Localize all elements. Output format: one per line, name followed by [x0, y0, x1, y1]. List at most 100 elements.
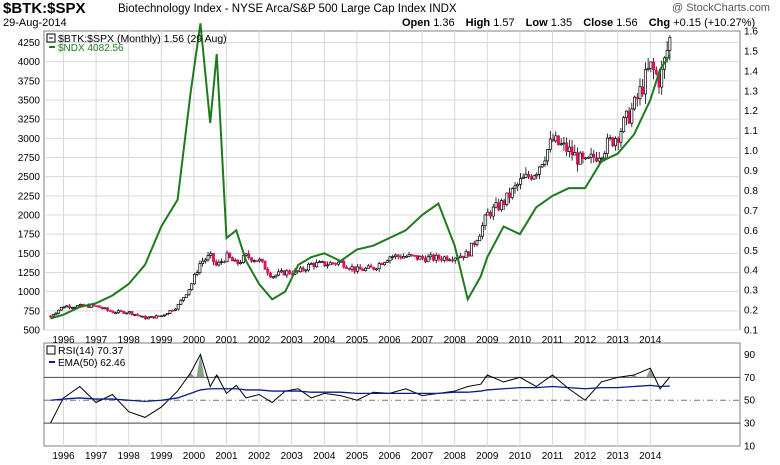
price-x-tick-label: 2003 [281, 335, 304, 346]
ratio-candle-body [489, 211, 493, 217]
low-value: 1.35 [550, 17, 573, 29]
open-label: Open [402, 17, 431, 29]
ratio-candle-body [529, 176, 533, 180]
ratio-candle-body [399, 256, 403, 259]
high-value: 1.57 [493, 17, 515, 29]
ratio-candle-body [59, 306, 63, 311]
ratio-candle-body [65, 305, 69, 308]
right-axis-tick-label: 1.0 [744, 146, 758, 157]
rsi-axis-tick-label: 10 [744, 442, 756, 453]
ratio-candle-body [263, 261, 267, 270]
ratio-candle-body [165, 313, 169, 316]
left-axis-tick-label: 3000 [18, 134, 41, 145]
rsi-x-tick-label: 2002 [248, 451, 271, 462]
ratio-candle-body [269, 272, 272, 278]
ratio-candle-body [141, 315, 145, 318]
ratio-candle-body [404, 255, 408, 258]
rsi-x-tick-label: 1998 [118, 451, 141, 462]
ratio-candle-body [627, 110, 631, 124]
ratio-candle-body [122, 310, 126, 314]
ratio-candle-body [228, 252, 232, 258]
ratio-candle-body [244, 253, 248, 256]
ratio-candle-body [622, 117, 626, 132]
ratio-legend-icon [46, 33, 56, 43]
ratio-candle-body [331, 262, 335, 265]
rsi-overbought-fill [646, 368, 655, 378]
ratio-candle-body [614, 138, 617, 147]
ratio-candle-body [429, 254, 433, 258]
price-x-tick-label: 2014 [639, 335, 662, 346]
ratio-candle-body [95, 305, 99, 308]
ohlc-readout: Open 1.36 High 1.57 Low 1.35 Close 1.56 … [402, 17, 755, 29]
ratio-candle-body [222, 261, 226, 263]
ratio-candle-body [144, 315, 147, 320]
ratio-candle-body [152, 316, 156, 319]
ratio-candle-body [315, 262, 319, 268]
ratio-candle-body [296, 270, 300, 273]
ratio-candle-body [459, 255, 463, 259]
ratio-candle-body [266, 269, 270, 274]
price-x-tick-label: 2013 [607, 335, 630, 346]
ratio-candle-body [516, 183, 520, 187]
rsi-series-line [50, 353, 671, 424]
left-axis-tick-label: 2000 [18, 211, 41, 222]
ratio-candle-body [394, 254, 397, 257]
legend-rsi-label: RSI(14) 70.37 [58, 345, 124, 357]
price-panel-frame [43, 30, 741, 331]
rsi-x-tick-label: 1996 [52, 451, 75, 462]
right-axis-tick-label: 0.1 [744, 326, 758, 337]
right-axis-tick-label: 1.4 [744, 66, 758, 77]
ratio-candle-body [203, 259, 207, 262]
brand-watermark: @ StockCharts.com [672, 2, 770, 14]
ratio-candle-body [510, 188, 514, 198]
right-axis-tick-label: 0.8 [744, 186, 758, 197]
chg-value: +0.15 (+10.27%) [673, 17, 756, 29]
ratio-candle-body [57, 309, 61, 314]
price-x-tick-label: 2007 [411, 335, 434, 346]
price-x-tick-label: 2008 [444, 335, 467, 346]
ratio-candle-body [652, 61, 656, 71]
ratio-candle-body [518, 178, 522, 185]
price-x-tick-label: 2005 [346, 335, 369, 346]
ratio-candle-body [540, 164, 544, 168]
ratio-candle-body [154, 315, 158, 319]
rsi-x-tick-label: 2001 [215, 451, 238, 462]
ratio-candle-body [554, 135, 558, 142]
ratio-candle-body [288, 270, 291, 274]
ratio-candle-body [499, 200, 503, 211]
ratio-candle-body [369, 265, 373, 268]
ratio-candle-body [68, 305, 71, 309]
ratio-candle-body [646, 67, 650, 70]
rsi-x-tick-label: 2005 [346, 451, 369, 462]
ratio-candle-body [654, 69, 658, 75]
rsi-x-tick-label: 2003 [281, 451, 304, 462]
ratio-candle-body [546, 149, 550, 162]
ratio-candle-body [480, 225, 484, 237]
ratio-candle-body [638, 86, 642, 99]
ratio-candle-body [62, 306, 66, 309]
ratio-candle-body [396, 254, 400, 257]
ratio-candle-body [402, 256, 406, 259]
close-value: 1.56 [616, 17, 638, 29]
rsi-x-tick-label: 2012 [574, 451, 597, 462]
ratio-candle-body [171, 309, 175, 312]
ratio-candle-body [49, 315, 52, 318]
ratio-candle-body [138, 315, 142, 317]
close-label: Close [583, 17, 614, 29]
left-axis-tick-label: 4000 [18, 57, 41, 68]
price-x-tick-label: 1999 [150, 335, 173, 346]
left-axis-tick-label: 1000 [18, 287, 41, 298]
ratio-candle-body [103, 307, 107, 310]
ratio-candle-body [317, 261, 321, 264]
ratio-candle-body [494, 202, 498, 208]
ratio-candle-body [277, 271, 281, 276]
rsi-x-tick-label: 1999 [150, 451, 173, 462]
open-value: 1.36 [433, 17, 455, 29]
ratio-candle-body [660, 68, 664, 88]
ratio-candle-body [464, 251, 468, 259]
ratio-candle-body [285, 270, 289, 276]
ratio-candle-body [231, 257, 234, 262]
rsi-x-tick-label: 2008 [444, 451, 467, 462]
ratio-candle-body [225, 252, 229, 263]
left-axis-tick-label: 2750 [18, 153, 41, 164]
